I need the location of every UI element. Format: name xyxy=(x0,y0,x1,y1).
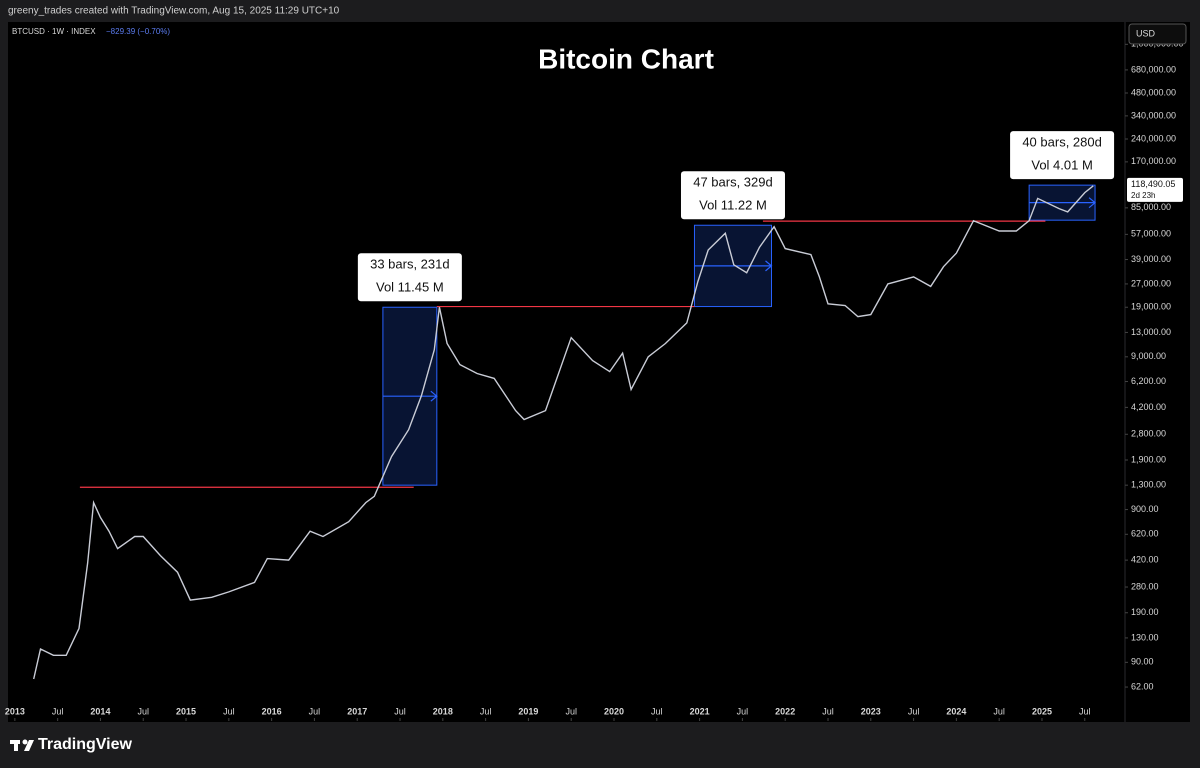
x-tick-label: Jul xyxy=(908,706,920,716)
y-tick-label: 480,000.00 xyxy=(1131,87,1176,97)
x-tick-label: 2018 xyxy=(433,706,453,716)
y-tick-label: 190.00 xyxy=(1131,607,1159,617)
last-price-box xyxy=(1127,177,1183,202)
y-tick-label: 130.00 xyxy=(1131,632,1159,642)
x-tick-label: 2024 xyxy=(946,706,966,716)
range-label: 33 bars, 231d xyxy=(370,257,450,272)
y-tick-label: 90.00 xyxy=(1131,657,1154,667)
y-tick-label: 4,200.00 xyxy=(1131,402,1166,412)
x-tick-label: 2017 xyxy=(347,706,367,716)
y-tick-label: 13,000.00 xyxy=(1131,327,1171,337)
y-tick-label: 1,900.00 xyxy=(1131,454,1166,464)
x-tick-label: 2013 xyxy=(5,706,25,716)
range-label: 47 bars, 329d xyxy=(693,175,773,190)
x-tick-label: Jul xyxy=(394,706,406,716)
credit: greeny_trades created with TradingView.c… xyxy=(8,6,340,17)
range-label: Vol 4.01 M xyxy=(1031,158,1092,173)
range-arrow xyxy=(694,260,773,272)
layer: 62.00 90.00 130.00 190.00 280.00 420.00 620.00… xyxy=(5,39,1184,721)
y-tick-label: 6,200.00 xyxy=(1131,376,1166,386)
range-arrow xyxy=(382,390,438,402)
x-tick-label: Jul xyxy=(137,706,149,716)
x-tick-label: 2019 xyxy=(518,706,538,716)
x-tick-label: Jul xyxy=(737,706,749,716)
chart-title: Bitcoin Chart xyxy=(538,43,714,74)
x-tick-label: Jul xyxy=(651,706,663,716)
y-tick-label: 170,000.00 xyxy=(1131,156,1176,166)
range-label: Vol 11.45 M xyxy=(376,280,444,295)
x-tick-label: Jul xyxy=(52,706,64,716)
y-tick-label: 1,300.00 xyxy=(1131,480,1166,490)
currency-box[interactable] xyxy=(1128,23,1187,45)
last-price: 118,490.05 xyxy=(1131,179,1175,189)
y-tick-label: 340,000.00 xyxy=(1131,110,1176,120)
y-tick-label: 27,000.00 xyxy=(1131,278,1171,288)
y-tick-label: 280.00 xyxy=(1131,581,1159,591)
range-arrow xyxy=(1029,197,1096,209)
x-tick-label: 2025 xyxy=(1032,706,1052,716)
currency[interactable]: USD xyxy=(1136,28,1156,38)
range-label-box xyxy=(1010,131,1115,180)
range-label: Vol 11.22 M xyxy=(699,198,767,213)
y-tick-label: 240,000.00 xyxy=(1131,133,1176,143)
x-tick-label: 2014 xyxy=(90,706,110,716)
x-tick-label: Jul xyxy=(309,706,321,716)
symbol: BTCUSD · 1W · INDEX xyxy=(12,27,96,36)
x-tick-label: Jul xyxy=(1079,706,1091,716)
change: −829.39 (−0.70%) xyxy=(106,27,170,36)
y-tick-label: 620.00 xyxy=(1131,529,1159,539)
x-tick-label: 2021 xyxy=(690,706,710,716)
x-tick-label: Jul xyxy=(565,706,577,716)
y-tick-label: 680,000.00 xyxy=(1131,64,1176,74)
plot-area xyxy=(8,22,1190,722)
x-tick-label: Jul xyxy=(993,706,1005,716)
x-tick-label: 2016 xyxy=(262,706,282,716)
y-tick-label: 39,000.00 xyxy=(1131,254,1171,264)
price-line xyxy=(33,185,1094,680)
x-tick-label: 2022 xyxy=(775,706,795,716)
y-tick-label: 420.00 xyxy=(1131,555,1159,565)
x-tick-label: Jul xyxy=(822,706,834,716)
y-tick-label: 19,000.00 xyxy=(1131,302,1171,312)
x-tick-label: Jul xyxy=(223,706,235,716)
x-tick-label: 2023 xyxy=(861,706,881,716)
y-tick-label: 2,800.00 xyxy=(1131,429,1166,439)
range-label: 40 bars, 280d xyxy=(1022,135,1102,150)
y-tick-label: 9,000.00 xyxy=(1131,351,1166,361)
x-tick-label: 2015 xyxy=(176,706,196,716)
y-tick-label: 85,000.00 xyxy=(1131,202,1171,212)
y-tick-label: 57,000.00 xyxy=(1131,229,1171,239)
brand: TradingView xyxy=(38,736,133,753)
x-tick-label: Jul xyxy=(480,706,492,716)
x-tick-label: 2020 xyxy=(604,706,624,716)
logo xyxy=(10,739,34,751)
y-tick-label: 62.00 xyxy=(1131,681,1154,691)
range-label-box xyxy=(680,171,785,220)
range-label-box xyxy=(357,253,462,302)
countdown: 2d 23h xyxy=(1131,191,1155,200)
y-tick-label: 900.00 xyxy=(1131,504,1159,514)
